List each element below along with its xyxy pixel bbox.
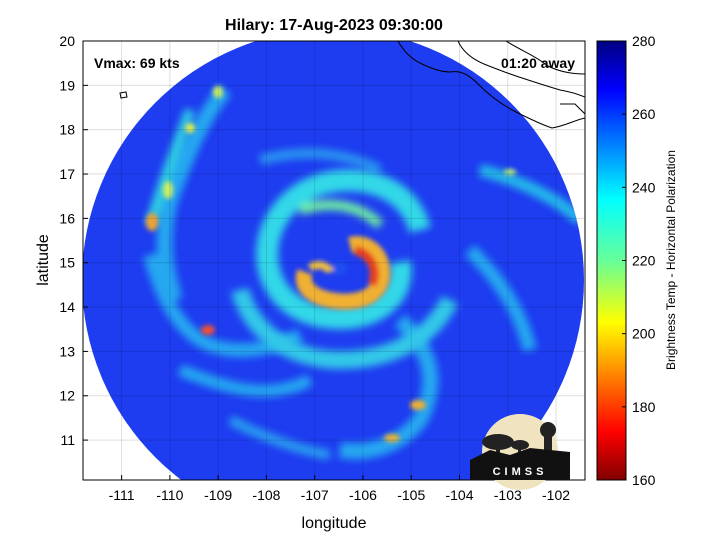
- figure-title: Hilary: 17-Aug-2023 09:30:00: [225, 17, 443, 34]
- x-tick-label: -102: [542, 487, 570, 503]
- x-tick-label: -106: [349, 487, 377, 503]
- y-tick-label: 13: [59, 343, 75, 359]
- colorbar-label: Brightness Temp - Horizontal Polarizatio…: [664, 150, 678, 370]
- colorbar-tick-label: 220: [632, 253, 656, 269]
- colorbar-tick-label: 180: [632, 399, 656, 415]
- y-axis-label: latitude: [35, 234, 52, 286]
- y-tick-label: 16: [59, 210, 75, 226]
- y-tick-label: 15: [59, 255, 75, 271]
- x-axis-label: longitude: [302, 515, 367, 532]
- y-tick-label: 17: [59, 166, 75, 182]
- x-tick-label: -108: [252, 487, 280, 503]
- colorbar-tick-label: 240: [632, 179, 656, 195]
- y-tick-label: 20: [59, 33, 75, 49]
- x-tick-label: -104: [445, 487, 473, 503]
- colorbar-gradient: [596, 40, 627, 481]
- vmax-label: Vmax: 69 kts: [94, 55, 180, 71]
- colorbar-tick-label: 200: [632, 326, 656, 342]
- cimss-logo: CIMSS: [470, 414, 570, 490]
- x-tick-label: -111: [109, 487, 135, 503]
- x-tick-label: -109: [204, 487, 232, 503]
- x-tick-label: -103: [494, 487, 522, 503]
- x-tick-label: -105: [397, 487, 425, 503]
- y-axis: 11 12 13 14 15 16 17 18 19 20: [59, 33, 88, 448]
- colorbar: 160 180 200 220 240 260 280 Brightness Temp - …: [596, 33, 678, 488]
- cimss-logo-text: CIMSS: [493, 466, 548, 478]
- time-away-label: 01:20 away: [501, 55, 575, 71]
- y-tick-label: 12: [59, 388, 75, 404]
- y-tick-label: 19: [59, 77, 75, 93]
- y-tick-label: 14: [59, 299, 75, 315]
- y-tick-label: 18: [59, 122, 75, 138]
- x-tick-label: -110: [156, 487, 183, 503]
- colorbar-tick-label: 260: [632, 106, 656, 122]
- y-tick-label: 11: [60, 432, 75, 448]
- plot-frame: [82, 40, 586, 481]
- colorbar-tick-label: 160: [632, 472, 656, 488]
- x-axis: -111 -110 -109 -108 -107 -106 -105 -104 -103 -102: [109, 475, 570, 503]
- coastline: [119, 41, 585, 129]
- colorbar-tick-label: 280: [632, 33, 656, 49]
- microwave-swath: [83, 41, 584, 480]
- x-tick-label: -107: [301, 487, 329, 503]
